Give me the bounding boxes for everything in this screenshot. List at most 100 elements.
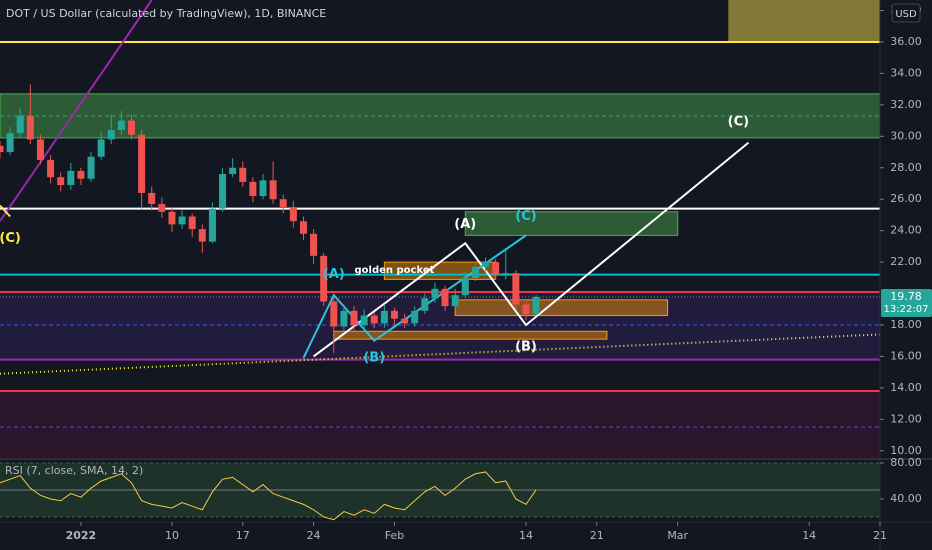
currency-label[interactable]: USD [895, 9, 917, 20]
x-tick-label: Feb [385, 529, 404, 542]
candle-body [441, 288, 449, 307]
candle-body [26, 115, 34, 140]
candle-body [138, 134, 146, 193]
candle-body [350, 310, 358, 325]
candle-body [229, 167, 237, 175]
y-tick-label: 28.00 [890, 161, 922, 174]
y-tick-label: 18.00 [890, 318, 922, 331]
candle-body [36, 139, 44, 160]
x-tick-label: Mar [667, 529, 688, 542]
candle-body [178, 216, 186, 225]
y-tick-label: 16.00 [890, 349, 922, 362]
candle-body [471, 266, 479, 278]
currency-button[interactable] [891, 3, 921, 23]
annotation: golden pocket [355, 265, 435, 276]
candle-body [401, 318, 409, 324]
candle-body [421, 298, 429, 311]
candle-body [16, 115, 24, 134]
candle-body [431, 288, 439, 299]
last-price-box [881, 289, 932, 318]
annotation: (C) [0, 231, 21, 246]
x-tick-label: 2022 [66, 529, 97, 542]
candle-body [492, 262, 500, 275]
candle-body [198, 229, 206, 242]
candle-body [117, 120, 125, 131]
zone [0, 93, 880, 139]
countdown: 13:22:07 [884, 304, 929, 315]
y-tick-label: 24.00 [890, 224, 922, 237]
candle-body [320, 255, 328, 302]
candle-body [279, 199, 287, 208]
candle-body [158, 203, 166, 212]
candle-body [451, 295, 459, 307]
zone [464, 211, 679, 236]
candle-body [310, 233, 318, 256]
candle-body [107, 130, 115, 140]
candle-body [87, 156, 95, 179]
candle-body [67, 170, 75, 186]
candle-body [532, 297, 540, 314]
x-tick-label: 14 [519, 529, 533, 542]
annotation: (C) [515, 209, 536, 224]
candle-body [390, 310, 398, 319]
rsi-line [0, 471, 537, 521]
y-tick-label: 10.00 [890, 444, 922, 457]
zone [333, 330, 608, 340]
rsi-label: RSI (7, close, SMA, 14, 2) [5, 464, 143, 477]
candle-body [168, 211, 176, 225]
annotation: (A) [323, 267, 345, 282]
zone [728, 0, 880, 42]
trend-line [0, 0, 153, 222]
trend-line [0, 204, 11, 218]
y-tick-label: 30.00 [890, 129, 922, 142]
zone [454, 299, 669, 317]
candle-body [219, 174, 227, 209]
x-tick-label: 10 [165, 529, 179, 542]
y-tick-label: 12.00 [890, 412, 922, 425]
candle-body [370, 315, 378, 324]
price-pane: (C) (A) (B) (C) (A) (B) (C) golden pocket [0, 0, 880, 458]
candle-body [522, 304, 530, 314]
x-tick-label: 14 [802, 529, 816, 542]
candle-body [482, 262, 490, 267]
y-tick-label: 32.00 [890, 98, 922, 111]
y-tick-label: 34.00 [890, 66, 922, 79]
candle-body [208, 208, 216, 242]
candle-body [0, 145, 4, 153]
candle-body [97, 139, 105, 157]
candle-body [269, 180, 277, 200]
y-tick-label: 14.00 [890, 381, 922, 394]
candle-body [289, 207, 297, 222]
candle-body [6, 133, 14, 153]
y-tick-label: 26.00 [890, 192, 922, 205]
candle-body [299, 221, 307, 234]
candle-body [127, 120, 135, 135]
annotation: (B) [515, 339, 537, 354]
candle-body [461, 277, 469, 296]
y-tick-label: 22.00 [890, 255, 922, 268]
candle-body [380, 310, 388, 324]
candle-body [502, 273, 510, 275]
overlay: 38.0036.0034.0032.0030.0028.0026.0024.00… [66, 3, 932, 542]
candle-body [340, 310, 348, 327]
annotation: (B) [363, 351, 385, 366]
x-tick-label: 24 [307, 529, 321, 542]
trend-line [312, 141, 750, 358]
candle-body [239, 167, 247, 182]
annotation: (C) [728, 115, 749, 130]
chart-title: DOT / US Dollar (calculated by TradingVi… [6, 7, 326, 20]
candle-body [57, 177, 65, 186]
candle-body [148, 192, 156, 204]
trend-line [0, 333, 880, 375]
candle-body [77, 170, 85, 179]
zone [0, 291, 880, 360]
candle-body [411, 310, 419, 324]
candle-body [249, 181, 257, 197]
candle-body [47, 159, 55, 178]
annotation: (A) [454, 217, 476, 232]
rsi-y-tick-label: 40.00 [890, 492, 922, 505]
x-tick-label: 21 [590, 529, 604, 542]
last-price-label: 19.78 [890, 290, 922, 303]
